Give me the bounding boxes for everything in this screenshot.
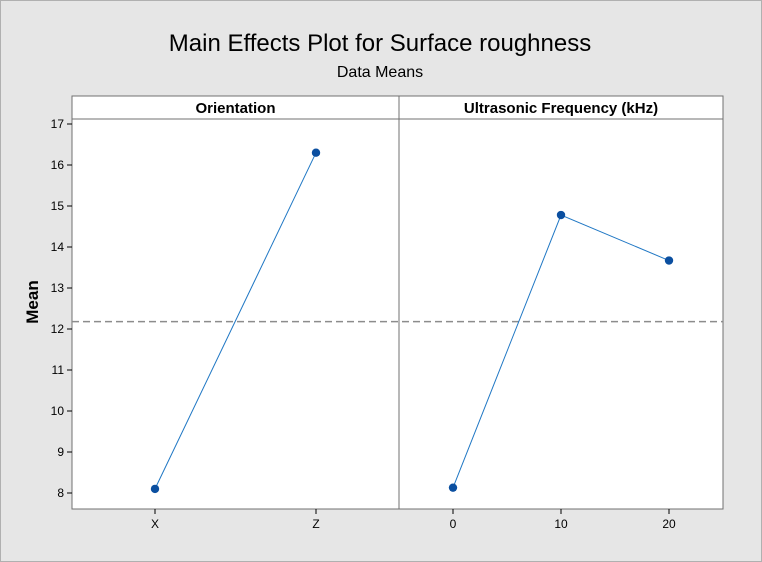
panel-strip-2: [398, 95, 724, 120]
plot-layer: Orientation Ultrasonic Frequency (kHz) 8 9 1…: [51, 95, 724, 531]
panel-area-2: [398, 118, 724, 510]
y-tick-label: 11: [52, 363, 65, 377]
series-line-panel-1: [154, 152, 317, 490]
x-tick-label: 20: [662, 517, 676, 531]
data-point: [556, 210, 566, 220]
y-tick-label: 9: [57, 445, 64, 459]
y-tick-label: 12: [51, 322, 65, 336]
data-point: [311, 148, 321, 157]
panel-strip-label: Ultrasonic Frequency (kHz): [464, 100, 658, 117]
panel-area-1: [71, 118, 400, 510]
data-point: [150, 484, 160, 494]
panel-strip-label: Orientation: [195, 100, 275, 117]
y-tick-label: 15: [51, 199, 65, 213]
x-tick-label: 0: [450, 517, 457, 531]
y-tick-label: 17: [51, 117, 65, 131]
x-tick-label: Z: [312, 517, 319, 531]
data-point: [664, 256, 674, 265]
x-tick-label: X: [151, 517, 159, 531]
y-tick-label: 8: [57, 486, 64, 500]
y-tick-label: 14: [51, 240, 65, 254]
chart-subtitle: Data Means: [337, 64, 423, 81]
y-tick-label: 16: [51, 158, 65, 172]
y-tick-label: 13: [51, 281, 65, 295]
y-axis-label: Mean: [23, 280, 42, 323]
chart-title: Main Effects Plot for Surface roughness: [169, 30, 591, 57]
x-tick-label: 10: [554, 517, 568, 531]
data-point: [448, 483, 458, 492]
y-tick-label: 10: [51, 404, 65, 418]
